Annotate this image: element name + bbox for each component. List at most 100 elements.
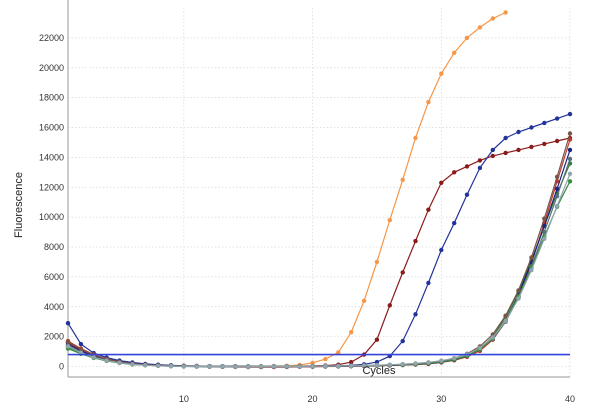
series-line bbox=[67, 11, 506, 367]
data-point bbox=[426, 99, 431, 105]
data-point bbox=[207, 364, 212, 369]
data-point bbox=[104, 358, 109, 363]
data-point bbox=[554, 194, 560, 199]
x-tick-label: 20 bbox=[308, 394, 318, 404]
data-point bbox=[542, 216, 547, 221]
data-point bbox=[439, 71, 444, 76]
data-point bbox=[490, 153, 495, 159]
data-point bbox=[464, 192, 470, 197]
data-point bbox=[271, 364, 277, 369]
data-point bbox=[477, 25, 483, 30]
data-point bbox=[130, 362, 135, 367]
data-point bbox=[65, 344, 71, 349]
x-tick-label: 30 bbox=[436, 394, 446, 404]
data-point bbox=[554, 203, 560, 209]
data-point bbox=[516, 129, 521, 135]
data-point bbox=[323, 356, 328, 362]
data-point bbox=[400, 270, 405, 275]
y-tick-label: 18000 bbox=[39, 93, 64, 103]
data-point bbox=[143, 363, 148, 368]
series-line bbox=[67, 133, 571, 368]
data-point bbox=[516, 147, 521, 153]
data-point bbox=[246, 364, 251, 369]
data-point bbox=[464, 35, 470, 41]
data-point bbox=[452, 50, 457, 55]
data-point bbox=[554, 116, 560, 121]
data-point bbox=[413, 361, 418, 366]
data-point bbox=[413, 135, 418, 141]
data-point bbox=[374, 259, 380, 265]
data-point bbox=[400, 338, 405, 344]
series-4 bbox=[65, 161, 573, 369]
data-point bbox=[439, 358, 444, 363]
y-tick-label: 2000 bbox=[44, 332, 64, 342]
data-point bbox=[258, 364, 264, 369]
data-point bbox=[310, 360, 315, 365]
data-point bbox=[529, 125, 534, 130]
data-point bbox=[78, 341, 84, 347]
data-point bbox=[233, 364, 238, 369]
data-point bbox=[567, 131, 573, 136]
y-tick-label: 8000 bbox=[44, 242, 64, 252]
data-point bbox=[297, 364, 302, 369]
data-point bbox=[554, 138, 560, 144]
data-point bbox=[400, 362, 405, 367]
data-point bbox=[413, 238, 418, 244]
data-point bbox=[503, 10, 508, 15]
data-point bbox=[567, 179, 573, 184]
data-point bbox=[413, 312, 418, 317]
data-point bbox=[426, 280, 431, 286]
data-point bbox=[490, 147, 495, 153]
data-point bbox=[477, 165, 483, 171]
data-point bbox=[503, 318, 508, 324]
data-point bbox=[542, 120, 547, 126]
data-point bbox=[452, 170, 457, 175]
x-tick-label: 40 bbox=[565, 394, 575, 404]
y-tick-label: 12000 bbox=[39, 182, 64, 192]
data-point bbox=[361, 363, 367, 368]
data-point bbox=[155, 363, 161, 368]
data-point bbox=[426, 207, 431, 212]
series-10 bbox=[65, 171, 573, 369]
data-point bbox=[323, 363, 328, 369]
data-point bbox=[503, 313, 508, 318]
data-point bbox=[168, 363, 174, 369]
data-point bbox=[503, 150, 508, 156]
data-point bbox=[554, 174, 560, 179]
data-point bbox=[181, 364, 186, 369]
data-point bbox=[567, 156, 573, 162]
data-point bbox=[490, 335, 495, 340]
data-point bbox=[567, 111, 573, 117]
data-point bbox=[336, 350, 341, 355]
data-point bbox=[78, 347, 84, 352]
y-tick-labels: 0 2000 4000 6000 8000 10000 12000 14000 16000 180… bbox=[39, 33, 64, 372]
data-point bbox=[452, 220, 457, 226]
y-tick-label: 4000 bbox=[44, 302, 64, 312]
data-point bbox=[387, 362, 392, 367]
data-point bbox=[194, 364, 199, 369]
series-7 bbox=[65, 156, 573, 369]
data-point bbox=[349, 359, 354, 365]
grid-lines bbox=[68, 8, 571, 377]
data-point bbox=[529, 144, 534, 150]
data-point bbox=[65, 339, 71, 345]
data-point bbox=[464, 164, 470, 169]
data-point bbox=[400, 177, 405, 182]
data-point bbox=[374, 337, 380, 342]
y-tick-label: 0 bbox=[59, 362, 64, 372]
data-point bbox=[426, 360, 431, 365]
data-point bbox=[387, 303, 392, 308]
y-tick-label: 10000 bbox=[39, 212, 64, 222]
y-tick-label: 6000 bbox=[44, 272, 64, 282]
data-point bbox=[554, 186, 560, 191]
data-point bbox=[542, 236, 547, 241]
data-point bbox=[439, 247, 444, 253]
data-point bbox=[284, 364, 289, 369]
series-line bbox=[67, 113, 571, 367]
data-point bbox=[490, 16, 495, 21]
data-point bbox=[349, 330, 354, 335]
data-point bbox=[374, 363, 380, 368]
data-point bbox=[503, 135, 508, 141]
y-tick-label: 20000 bbox=[39, 63, 64, 73]
